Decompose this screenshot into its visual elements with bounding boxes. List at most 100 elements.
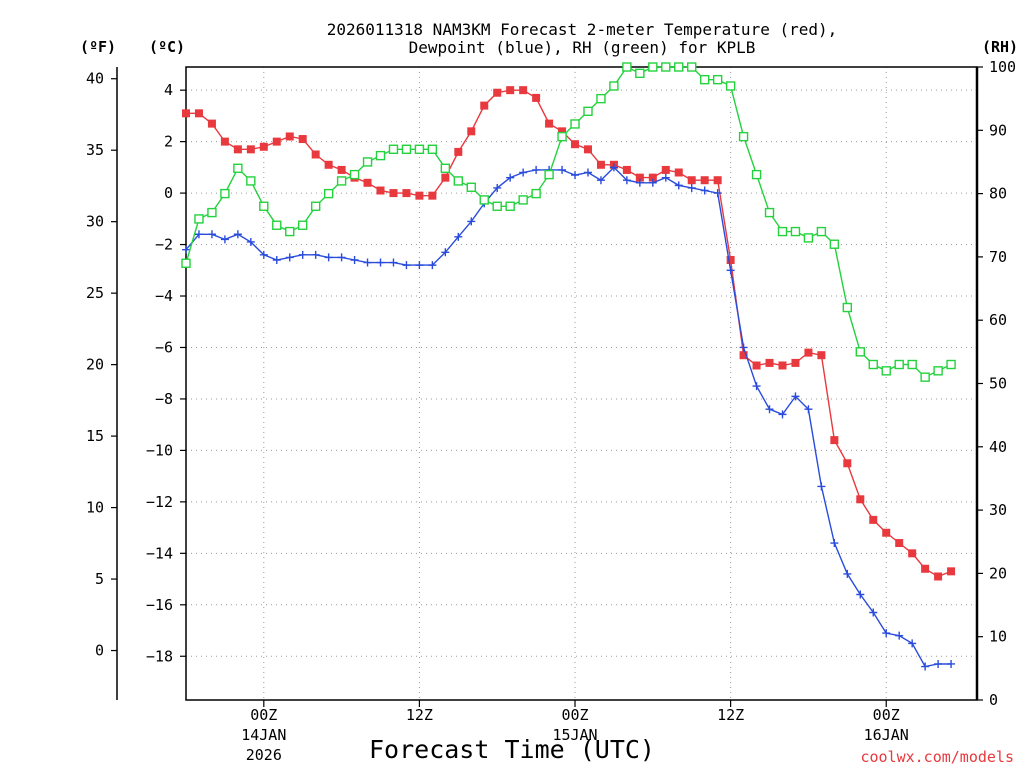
rh-point [272, 220, 282, 230]
rh-point [440, 163, 451, 173]
dewpoint-point [506, 173, 515, 182]
rh-point [674, 62, 684, 72]
temperature-point [376, 186, 385, 195]
rh-tick-label: 50 [989, 375, 1007, 393]
rh-point [790, 226, 801, 237]
celsius-tick-label: −10 [146, 441, 173, 459]
x-axis-title: Forecast Time (UTC) [369, 735, 655, 764]
celsius-tick-label: 4 [164, 81, 173, 99]
chart-title-line-2: Dewpoint (blue), RH (green) for KPLB [409, 38, 756, 57]
rh-point [946, 359, 956, 370]
temperature-point [480, 101, 489, 110]
dewpoint-point [934, 659, 943, 668]
fahrenheit-axis: 40 35 30 25 20 15 10 5 0 [86, 67, 118, 700]
rh-point [583, 106, 593, 117]
temperature-point [428, 191, 437, 200]
rh-point [246, 176, 256, 186]
dewpoint-point [233, 230, 242, 239]
temperature-point [908, 549, 917, 558]
rh-point [725, 81, 736, 91]
rh-tick-label: 70 [989, 248, 1007, 266]
temperature-point [804, 348, 813, 357]
rh-tick-label: 30 [989, 501, 1007, 519]
rh-point [751, 169, 762, 180]
rh-point [609, 81, 619, 91]
rh-point [907, 359, 917, 370]
temperature-point [467, 127, 476, 136]
dewpoint-point [856, 590, 865, 599]
rh-point [712, 74, 723, 85]
temperature-point [389, 189, 398, 198]
series-layer [181, 62, 956, 671]
temperature-point [519, 86, 528, 95]
rh-point [207, 207, 217, 218]
temperature-point [622, 165, 631, 174]
dewpoint-point [246, 237, 255, 246]
celsius-tick-label: −14 [146, 544, 173, 562]
temperature-point [778, 361, 787, 370]
rh-point [492, 201, 502, 211]
rh-point [518, 195, 528, 205]
dewpoint-point [752, 382, 761, 391]
dewpoint-point [583, 168, 592, 177]
rh-point [453, 176, 464, 186]
dewpoint-point [635, 178, 644, 187]
temperature-point [700, 176, 709, 185]
rh-point [414, 144, 425, 154]
dewpoint-point [182, 245, 190, 254]
dewpoint-point [700, 186, 709, 195]
rh-tick-label: 20 [989, 564, 1007, 582]
temperature-point [921, 564, 930, 573]
dewpoint-point [778, 410, 787, 419]
celsius-axis: 4 2 0 −2 −4 −6 −8 −10 −12 −14 −16 −18 [146, 81, 186, 665]
time-date-label: 15JAN [552, 726, 597, 744]
credit-text: coolwx.com/models [860, 748, 1014, 766]
dewpoint-point [895, 631, 904, 640]
celsius-tick-label: −18 [146, 647, 173, 665]
celsius-tick-label: −2 [155, 236, 173, 254]
fahrenheit-unit-label: (ºF) [80, 38, 116, 56]
dewpoint-point [609, 163, 618, 172]
temperature-point [558, 127, 567, 136]
rh-point [336, 176, 347, 186]
temperature-point [635, 173, 644, 182]
time-tick-label: 12Z [717, 706, 744, 724]
rh-point [920, 372, 930, 382]
dewpoint-point [869, 608, 878, 617]
rh-point [310, 201, 321, 211]
temperature-point [583, 145, 592, 154]
time-date-label: 14JAN [241, 726, 286, 744]
rh-tick-label: 80 [989, 185, 1007, 203]
temperature-point [765, 358, 774, 367]
rh-point [622, 62, 632, 72]
rh-point [881, 366, 891, 376]
celsius-tick-label: −4 [155, 287, 173, 305]
rh-point [842, 302, 853, 313]
temperature-point [233, 145, 242, 154]
dewpoint-point [558, 165, 567, 174]
rh-point [894, 359, 904, 370]
dewpoint-point [337, 253, 346, 262]
dewpoint-point [207, 230, 216, 239]
temperature-point [311, 150, 320, 159]
temperature-point [661, 165, 670, 174]
fahrenheit-tick-label: 5 [95, 570, 104, 588]
rh-point [259, 201, 269, 211]
temperature-point [571, 140, 580, 149]
time-tick-label: 12Z [406, 706, 433, 724]
temperature-point [791, 358, 800, 367]
temperature-point [337, 165, 346, 174]
temperature-point [947, 567, 956, 576]
dewpoint-point [571, 171, 580, 180]
temperature-point [882, 528, 891, 537]
dewpoint-point [376, 258, 385, 267]
rh-point [427, 144, 438, 154]
temperature-point [506, 86, 515, 95]
dewpoint-point [493, 183, 502, 192]
rh-point [233, 163, 243, 173]
dewpoint-point [415, 261, 424, 270]
temperature-point [194, 109, 203, 118]
series-rh [181, 62, 956, 382]
dewpoint-point [726, 266, 735, 275]
